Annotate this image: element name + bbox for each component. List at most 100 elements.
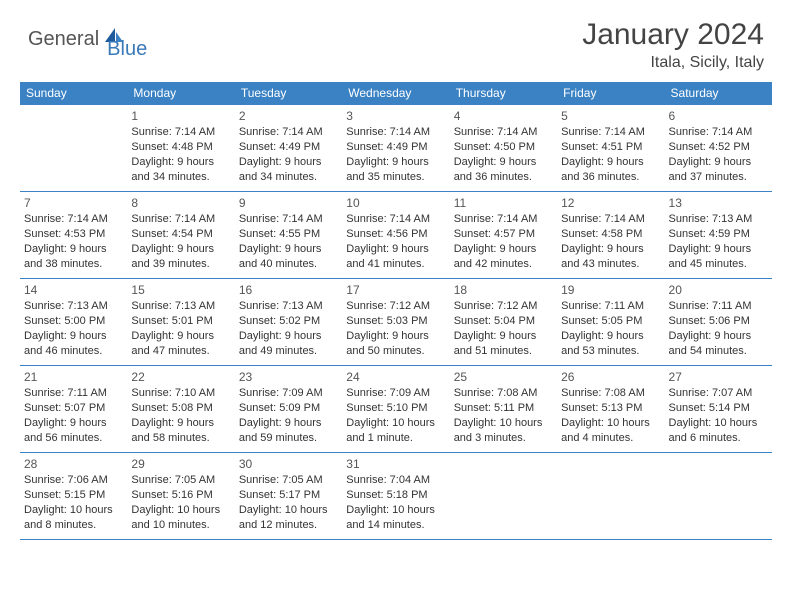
sunrise-text: Sunrise: 7:12 AM [346,299,445,314]
title-block: January 2024 Itala, Sicily, Italy [582,18,764,72]
sunset-text: Sunset: 5:09 PM [239,401,338,416]
day-cell: 4Sunrise: 7:14 AMSunset: 4:50 PMDaylight… [450,105,557,191]
daylight-text: Daylight: 10 hours [346,503,445,518]
day-number: 1 [131,108,230,124]
daylight-text: Daylight: 9 hours [454,329,553,344]
sunrise-text: Sunrise: 7:14 AM [454,125,553,140]
day-cell: 6Sunrise: 7:14 AMSunset: 4:52 PMDaylight… [665,105,772,191]
sunrise-text: Sunrise: 7:09 AM [239,386,338,401]
daylight-text: and 37 minutes. [669,170,768,185]
sunrise-text: Sunrise: 7:13 AM [669,212,768,227]
sunset-text: Sunset: 5:08 PM [131,401,230,416]
day-number: 11 [454,195,553,211]
sunrise-text: Sunrise: 7:14 AM [239,125,338,140]
day-number: 30 [239,456,338,472]
sunrise-text: Sunrise: 7:14 AM [131,125,230,140]
weeks-container: 1Sunrise: 7:14 AMSunset: 4:48 PMDaylight… [20,105,772,540]
daylight-text: Daylight: 9 hours [346,329,445,344]
sunset-text: Sunset: 5:13 PM [561,401,660,416]
day-cell: 30Sunrise: 7:05 AMSunset: 5:17 PMDayligh… [235,453,342,539]
sunset-text: Sunset: 5:06 PM [669,314,768,329]
daylight-text: and 34 minutes. [239,170,338,185]
sunset-text: Sunset: 4:49 PM [346,140,445,155]
daylight-text: Daylight: 10 hours [239,503,338,518]
sunset-text: Sunset: 5:03 PM [346,314,445,329]
day-cell: 24Sunrise: 7:09 AMSunset: 5:10 PMDayligh… [342,366,449,452]
daylight-text: Daylight: 9 hours [24,242,123,257]
sunset-text: Sunset: 4:50 PM [454,140,553,155]
logo-text-blue: Blue [107,38,147,61]
day-number: 15 [131,282,230,298]
sunset-text: Sunset: 5:01 PM [131,314,230,329]
day-number: 17 [346,282,445,298]
sunset-text: Sunset: 4:58 PM [561,227,660,242]
sunrise-text: Sunrise: 7:14 AM [669,125,768,140]
daylight-text: Daylight: 10 hours [669,416,768,431]
sunrise-text: Sunrise: 7:11 AM [669,299,768,314]
day-number: 18 [454,282,553,298]
sunset-text: Sunset: 4:56 PM [346,227,445,242]
day-cell: 22Sunrise: 7:10 AMSunset: 5:08 PMDayligh… [127,366,234,452]
day-number: 12 [561,195,660,211]
weekday-header: Sunday [20,82,127,105]
day-number: 21 [24,369,123,385]
week-row: 28Sunrise: 7:06 AMSunset: 5:15 PMDayligh… [20,453,772,540]
sunset-text: Sunset: 5:05 PM [561,314,660,329]
weekday-header: Thursday [450,82,557,105]
sunrise-text: Sunrise: 7:14 AM [346,212,445,227]
day-number: 9 [239,195,338,211]
daylight-text: and 12 minutes. [239,518,338,533]
sunset-text: Sunset: 4:48 PM [131,140,230,155]
weekday-header: Saturday [665,82,772,105]
daylight-text: Daylight: 9 hours [239,416,338,431]
day-cell: 3Sunrise: 7:14 AMSunset: 4:49 PMDaylight… [342,105,449,191]
daylight-text: Daylight: 9 hours [131,416,230,431]
day-number: 14 [24,282,123,298]
daylight-text: and 3 minutes. [454,431,553,446]
weekday-header: Tuesday [235,82,342,105]
day-number: 31 [346,456,445,472]
daylight-text: and 10 minutes. [131,518,230,533]
month-title: January 2024 [582,18,764,52]
day-number: 26 [561,369,660,385]
sunset-text: Sunset: 5:16 PM [131,488,230,503]
sunset-text: Sunset: 5:07 PM [24,401,123,416]
daylight-text: and 36 minutes. [454,170,553,185]
daylight-text: Daylight: 9 hours [131,329,230,344]
daylight-text: Daylight: 9 hours [454,155,553,170]
sunset-text: Sunset: 4:52 PM [669,140,768,155]
sunset-text: Sunset: 5:14 PM [669,401,768,416]
day-cell: 15Sunrise: 7:13 AMSunset: 5:01 PMDayligh… [127,279,234,365]
daylight-text: and 36 minutes. [561,170,660,185]
sunrise-text: Sunrise: 7:08 AM [561,386,660,401]
day-number: 29 [131,456,230,472]
daylight-text: Daylight: 10 hours [346,416,445,431]
page-header: General Blue January 2024 Itala, Sicily,… [0,0,792,76]
day-cell: 7Sunrise: 7:14 AMSunset: 4:53 PMDaylight… [20,192,127,278]
day-cell: 8Sunrise: 7:14 AMSunset: 4:54 PMDaylight… [127,192,234,278]
day-cell: 31Sunrise: 7:04 AMSunset: 5:18 PMDayligh… [342,453,449,539]
daylight-text: and 41 minutes. [346,257,445,272]
daylight-text: Daylight: 9 hours [669,242,768,257]
day-cell [557,453,664,539]
daylight-text: Daylight: 10 hours [131,503,230,518]
daylight-text: and 34 minutes. [131,170,230,185]
daylight-text: and 59 minutes. [239,431,338,446]
calendar: SundayMondayTuesdayWednesdayThursdayFrid… [20,82,772,540]
sunrise-text: Sunrise: 7:12 AM [454,299,553,314]
daylight-text: Daylight: 9 hours [346,155,445,170]
daylight-text: Daylight: 9 hours [239,329,338,344]
day-cell: 1Sunrise: 7:14 AMSunset: 4:48 PMDaylight… [127,105,234,191]
day-number: 16 [239,282,338,298]
daylight-text: and 46 minutes. [24,344,123,359]
sunrise-text: Sunrise: 7:13 AM [239,299,338,314]
logo: General Blue [28,18,147,61]
daylight-text: and 43 minutes. [561,257,660,272]
day-cell: 10Sunrise: 7:14 AMSunset: 4:56 PMDayligh… [342,192,449,278]
day-cell: 18Sunrise: 7:12 AMSunset: 5:04 PMDayligh… [450,279,557,365]
daylight-text: and 45 minutes. [669,257,768,272]
sunrise-text: Sunrise: 7:14 AM [131,212,230,227]
daylight-text: and 47 minutes. [131,344,230,359]
sunset-text: Sunset: 5:11 PM [454,401,553,416]
day-cell: 29Sunrise: 7:05 AMSunset: 5:16 PMDayligh… [127,453,234,539]
